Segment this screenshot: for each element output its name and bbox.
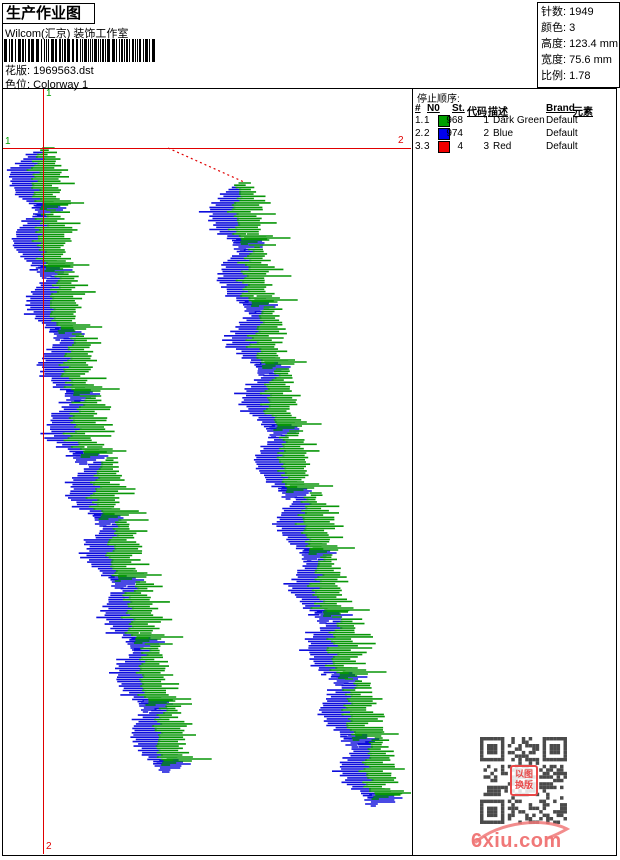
table-row-n0: 3 bbox=[424, 141, 430, 152]
stop-sequence-title: 停止顺序: bbox=[417, 94, 460, 105]
height-line: 高度: 123.4 mm bbox=[541, 38, 619, 50]
table-row-code: 3 bbox=[483, 141, 489, 152]
start-marker-left: 1 bbox=[5, 136, 11, 147]
pattern-label: 花版: bbox=[5, 65, 31, 77]
start-marker-top: 1 bbox=[46, 88, 52, 99]
qr-stamp: 以图 换版 bbox=[510, 765, 538, 796]
barcode bbox=[4, 39, 155, 62]
design-area bbox=[2, 88, 413, 856]
table-row-st: 974 bbox=[446, 128, 463, 139]
table-row-num: 3. bbox=[415, 141, 424, 152]
col-header-st: St. bbox=[452, 103, 465, 114]
qr-stamp-line1: 以图 bbox=[514, 769, 533, 779]
stop-sequence-panel bbox=[412, 88, 617, 856]
scale-line: 比例: 1.78 bbox=[541, 70, 591, 82]
thread-color-swatch bbox=[438, 128, 450, 140]
table-row-code: 2 bbox=[483, 128, 489, 139]
studio-name: Wilcom(汇京) 装饰工作室 bbox=[5, 28, 129, 40]
col-header-elem: 元素 bbox=[573, 107, 593, 118]
header-left-border bbox=[2, 22, 3, 88]
end-marker-bottom: 2 bbox=[46, 841, 52, 852]
thread-color-swatch bbox=[438, 115, 450, 127]
col-header-desc: 描述 bbox=[488, 107, 508, 118]
qr-stamp-line2: 换版 bbox=[514, 780, 533, 790]
pattern-value: 1969563.dst bbox=[33, 65, 94, 77]
table-row-brand: Default bbox=[546, 115, 578, 126]
table-row-brand: Default bbox=[546, 128, 578, 139]
table-row-desc: Red bbox=[493, 141, 512, 152]
design-info-box: 针数: 1949 颜色: 3 高度: 123.4 mm 宽度: 75.6 mm … bbox=[537, 2, 620, 88]
page-title: 生产作业图 bbox=[2, 3, 95, 24]
col-header-brand: Brand bbox=[546, 103, 575, 114]
end-marker-right: 2 bbox=[398, 135, 404, 146]
table-row-st: 4 bbox=[457, 141, 463, 152]
color-count-line: 颜色: 3 bbox=[541, 22, 576, 34]
table-row-code: 1 bbox=[483, 115, 489, 126]
table-row-n0: 2 bbox=[424, 128, 430, 139]
col-header-hash: # bbox=[415, 103, 421, 114]
table-row-brand: Default bbox=[546, 141, 578, 152]
table-row-num: 1. bbox=[415, 115, 424, 126]
stitch-count-line: 针数: 1949 bbox=[541, 6, 594, 18]
col-header-n0: N0 bbox=[427, 103, 440, 114]
table-row-desc: Blue bbox=[493, 128, 514, 139]
table-row-num: 2. bbox=[415, 128, 424, 139]
watermark-text: 6xiu.com bbox=[471, 830, 562, 852]
table-row-st: 968 bbox=[446, 115, 463, 126]
thread-color-swatch bbox=[438, 141, 450, 153]
pattern-file-line: 花版: 1969563.dst bbox=[5, 62, 94, 78]
col-header-code: 代码 bbox=[467, 107, 487, 118]
table-row-n0: 1 bbox=[424, 115, 430, 126]
width-line: 宽度: 75.6 mm bbox=[541, 54, 612, 66]
table-row-desc: Dark Green bbox=[493, 115, 545, 126]
